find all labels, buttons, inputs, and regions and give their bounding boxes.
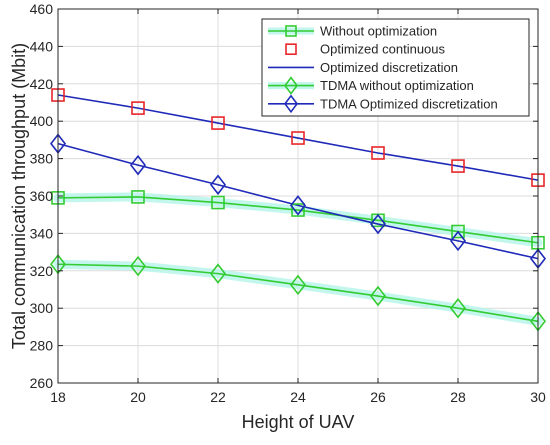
x-tick-label: 22 (210, 389, 226, 405)
x-tick-label: 28 (450, 389, 466, 405)
legend-label: TDMA without optimization (320, 78, 474, 93)
x-tick-label: 24 (290, 389, 306, 405)
data-point-tdma-optimized-discretization (369, 213, 387, 235)
data-point-tdma-optimized-discretization (209, 174, 227, 196)
legend: Without optimization Optimized continuous… (261, 18, 530, 117)
x-tick-label: 30 (530, 389, 546, 405)
legend-marker-tdma-optimized-discretization (284, 94, 298, 114)
legend-label: Without optimization (320, 24, 437, 39)
data-point-tdma-without-optimization (209, 263, 227, 284)
series-lines (57, 94, 539, 323)
y-tick-label: 460 (30, 1, 54, 17)
data-point-tdma-optimized-discretization (289, 195, 307, 216)
y-tick-label: 380 (30, 151, 54, 167)
legend-item: TDMA Optimized discretization (268, 94, 498, 114)
legend-marker-tdma-without-optimization (284, 76, 298, 95)
legend-item: Optimized continuous (285, 42, 446, 57)
y-tick-label: 400 (30, 113, 54, 129)
legend-label: Optimized discretization (320, 60, 458, 75)
data-point-tdma-optimized-discretization (129, 154, 147, 176)
y-tick-label: 300 (30, 300, 54, 316)
legend-label: TDMA Optimized discretization (320, 96, 498, 111)
data-point-without-optimization (211, 195, 225, 210)
x-tick-label: 26 (370, 389, 386, 405)
legend-item: Optimized discretization (268, 60, 458, 75)
x-axis-ticks: 18 20 22 24 26 28 30 (50, 9, 546, 405)
data-point-optimized-continuous (291, 131, 305, 145)
legend-label: Optimized continuous (320, 42, 446, 57)
y-tick-label: 280 (30, 338, 54, 354)
y-axis-ticks: 260 280 300 320 340 360 380 400 420 440 460 (30, 1, 538, 391)
data-point-without-optimization (291, 203, 305, 217)
data-point-optimized-continuous (131, 101, 145, 115)
x-axis-title: Height of UAV (242, 412, 355, 432)
data-point-optimized-continuous (371, 146, 385, 160)
y-tick-label: 320 (30, 263, 54, 279)
legend-marker-without-optimization (285, 25, 297, 37)
data-point-tdma-without-optimization (369, 285, 387, 307)
series-line-tdma-without-optimization (57, 263, 539, 323)
data-point-without-optimization (131, 190, 145, 204)
y-tick-label: 440 (30, 38, 54, 54)
data-point-optimized-continuous (451, 159, 465, 173)
data-point-tdma-without-optimization (289, 274, 307, 296)
data-point-tdma-without-optimization (449, 297, 467, 319)
series-line-optimized-discretization (57, 94, 539, 181)
y-tick-label: 260 (30, 375, 54, 391)
data-point-without-optimization (451, 224, 465, 239)
legend-item: TDMA without optimization (268, 76, 474, 95)
data-point-optimized-continuous (211, 116, 225, 130)
legend-marker-optimized-continuous (285, 43, 297, 56)
data-point-tdma-without-optimization (129, 255, 147, 277)
x-tick-label: 20 (130, 389, 146, 405)
y-tick-label: 420 (30, 76, 54, 92)
legend-item: Without optimization (268, 24, 437, 39)
x-tick-label: 18 (50, 389, 66, 405)
series-markers (49, 88, 547, 332)
data-point-tdma-optimized-discretization (449, 230, 467, 252)
series-line-tdma-optimized-discretization (57, 142, 539, 260)
y-tick-label: 360 (30, 188, 54, 204)
y-tick-label: 340 (30, 225, 54, 241)
y-axis-title: Total communication throughput (Mbit) (9, 43, 29, 349)
